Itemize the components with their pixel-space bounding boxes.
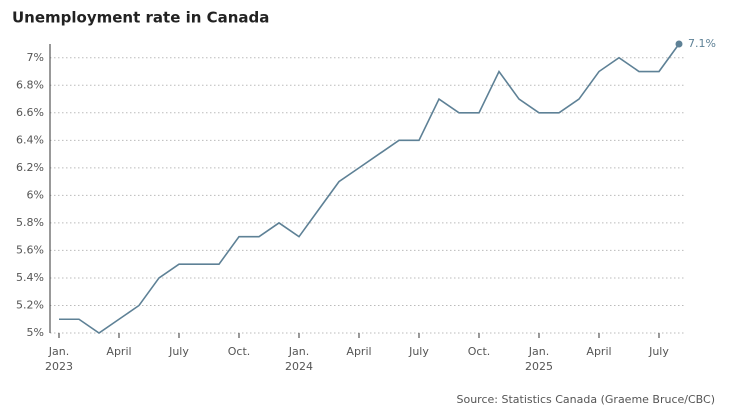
value-label: 7.1% (688, 37, 716, 50)
y-tick-label: 6.6% (16, 106, 44, 119)
y-tick-label: 6.8% (16, 78, 44, 91)
line (59, 43, 680, 334)
y-tick-label: 6% (27, 188, 44, 201)
y-tick-label: 6.2% (16, 161, 44, 174)
x-tick-label: Oct. (467, 345, 491, 358)
y-tick-label: 7% (27, 51, 44, 64)
x-tick-label: July (409, 345, 429, 358)
x-tick-label: April (346, 345, 372, 358)
x-tick-label: July (649, 345, 669, 358)
x-tick-label: April (106, 345, 132, 358)
x-tick-label: April (586, 345, 612, 358)
y-tick-label: 5.6% (16, 243, 44, 256)
y-tick-label: 6.4% (16, 133, 44, 146)
x-tick-label: July (169, 345, 189, 358)
y-tick-label: 5.8% (16, 216, 44, 229)
y-tick-label: 5.4% (16, 271, 44, 284)
x-tick-label: Jan. 2024 (285, 345, 313, 373)
x-tick-label: Jan. 2023 (45, 345, 73, 373)
y-tick-label: 5.2% (16, 298, 44, 311)
x-tick-label: Jan. 2025 (525, 345, 553, 373)
x-tick-label: Oct. (227, 345, 251, 358)
y-tick-label: 5% (27, 326, 44, 339)
end-point (675, 40, 683, 48)
source: Source: Statistics Canada (Graeme Bruce/… (456, 393, 715, 406)
chart-title: Unemployment rate in Canada (12, 9, 269, 27)
